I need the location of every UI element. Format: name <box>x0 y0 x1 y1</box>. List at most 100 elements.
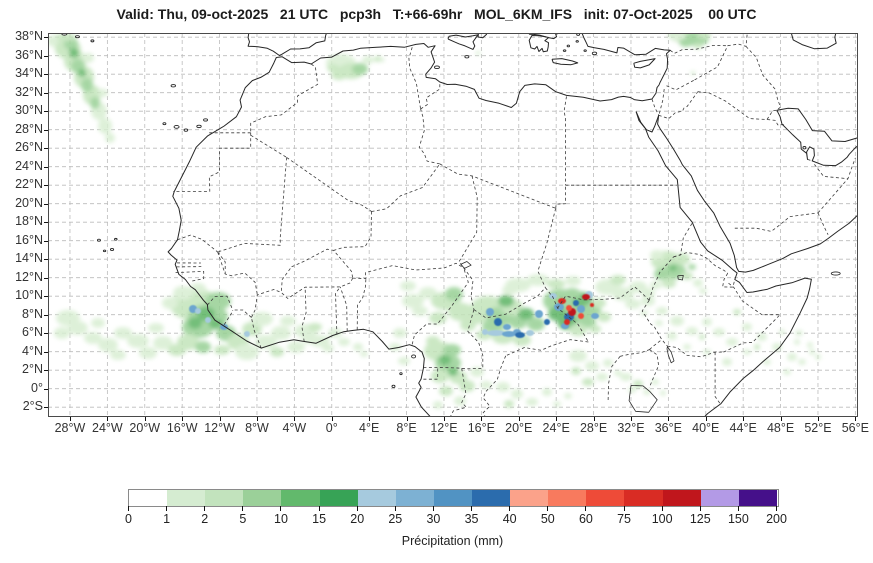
legend-tick <box>699 506 701 511</box>
lon-tick <box>107 417 109 421</box>
lon-tick-label: 44°E <box>729 421 757 435</box>
legend-segment <box>548 490 587 506</box>
legend-segment <box>319 490 358 506</box>
legend-tick <box>242 506 244 511</box>
lon-tick <box>630 417 632 421</box>
legend-segment <box>624 490 663 506</box>
lon-tick <box>144 417 146 421</box>
lat-tick <box>44 74 48 76</box>
legend-tick-label: 10 <box>274 512 288 526</box>
legend-tick-label: 5 <box>239 512 247 526</box>
lat-tick-label: 38°N <box>15 29 43 44</box>
legend-tick <box>776 506 777 511</box>
lat-tick <box>44 111 48 113</box>
precipitation-layer <box>48 33 821 409</box>
lat-tick-label: 34°N <box>15 66 43 81</box>
legend-tick <box>280 506 282 511</box>
lat-tick-label: 18°N <box>15 214 43 229</box>
legend-segment <box>510 490 549 506</box>
lat-tick-label: 22°N <box>15 177 43 192</box>
lon-tick-label: 4°E <box>359 421 380 435</box>
legend-tick <box>471 506 473 511</box>
legend-tick <box>509 506 511 511</box>
legend-tick-label: 100 <box>651 512 673 526</box>
legend-tick <box>394 506 396 511</box>
lon-tick <box>182 417 184 421</box>
legend-segment <box>167 490 206 506</box>
coastlines-layer <box>167 33 858 417</box>
colorbar-caption: Précipitation (mm) <box>401 534 504 548</box>
lat-tick-label: 8°N <box>22 306 43 321</box>
lat-tick <box>44 333 48 335</box>
lon-tick <box>443 417 445 421</box>
gridlines-layer <box>48 33 858 417</box>
lat-tick <box>44 370 48 372</box>
lon-tick <box>743 417 745 421</box>
legend-tick-label: 200 <box>766 512 787 526</box>
legend-segment <box>662 490 701 506</box>
lon-tick <box>294 417 296 421</box>
legend-tick-label: 40 <box>502 512 517 526</box>
legend-segment <box>433 490 472 506</box>
map-canvas <box>48 33 858 417</box>
lon-tick-label: 8°W <box>245 421 269 435</box>
lon-tick <box>518 417 520 421</box>
lakes-layer <box>460 261 684 413</box>
legend-tick <box>432 506 434 511</box>
lon-tick-label: 48°E <box>766 421 795 435</box>
map-panel <box>48 33 858 417</box>
colorbar-legend: Précipitation (mm) 0 1 2 5 10 15 20 25 30 35 40 50 6… <box>125 489 787 559</box>
legend-segment <box>395 490 434 506</box>
lat-tick-label: 0° <box>31 380 43 395</box>
figure-title: Valid: Thu, 09-oct-2025 21 UTC pcp3h T:+… <box>116 6 757 22</box>
lon-tick-label: 16°E <box>467 421 495 435</box>
map-frame <box>48 33 858 417</box>
legend-tick-label: 15 <box>312 512 327 526</box>
legend-tick <box>128 506 129 511</box>
lat-tick <box>44 203 48 205</box>
lon-tick-label: 0° <box>325 421 338 435</box>
lon-tick-label: 28°W <box>54 421 86 435</box>
legend-segment <box>700 490 739 506</box>
legend-tick-label: 30 <box>426 512 441 526</box>
lon-tick-label: 24°W <box>92 421 123 435</box>
legend-tick-label: 2 <box>201 512 209 526</box>
legend-segment <box>205 490 244 506</box>
lat-tick-label: 4°N <box>22 343 43 358</box>
lon-tick-label: 32°E <box>617 421 645 435</box>
lon-tick <box>705 417 707 421</box>
legend-segment <box>129 490 168 506</box>
legend-tick-label: 60 <box>578 512 593 526</box>
legend-segment <box>243 490 282 506</box>
lon-tick <box>593 417 595 421</box>
lon-tick-label: 4°W <box>282 421 307 435</box>
lat-tick-label: 24°N <box>15 158 43 173</box>
lat-tick-label: 28°N <box>15 121 43 136</box>
legend-tick <box>166 506 168 511</box>
lat-tick <box>44 166 48 168</box>
lat-tick-label: 36°N <box>15 47 43 62</box>
lat-tick <box>44 55 48 57</box>
borders-layer <box>173 33 856 417</box>
legend-segment <box>586 490 625 506</box>
lat-tick-label: 2°S <box>22 399 43 414</box>
lat-tick <box>44 240 48 242</box>
legend-tick <box>356 506 358 511</box>
lon-tick <box>855 417 857 421</box>
lat-tick <box>44 314 48 316</box>
lat-tick <box>44 407 48 409</box>
lon-tick <box>556 417 558 421</box>
legend-tick <box>623 506 625 511</box>
lat-tick-label: 30°N <box>15 103 43 118</box>
lon-tick-label: 36°E <box>654 421 682 435</box>
lon-tick <box>69 417 71 421</box>
lat-tick <box>44 92 48 94</box>
legend-segment <box>471 490 511 506</box>
lat-tick <box>44 277 48 279</box>
lon-tick <box>780 417 782 421</box>
lon-tick-label: 28°E <box>579 421 608 435</box>
lat-tick-label: 16°N <box>15 232 43 247</box>
legend-tick-label: 1 <box>163 512 171 526</box>
legend-segment <box>357 490 396 506</box>
legend-tick <box>547 506 549 511</box>
